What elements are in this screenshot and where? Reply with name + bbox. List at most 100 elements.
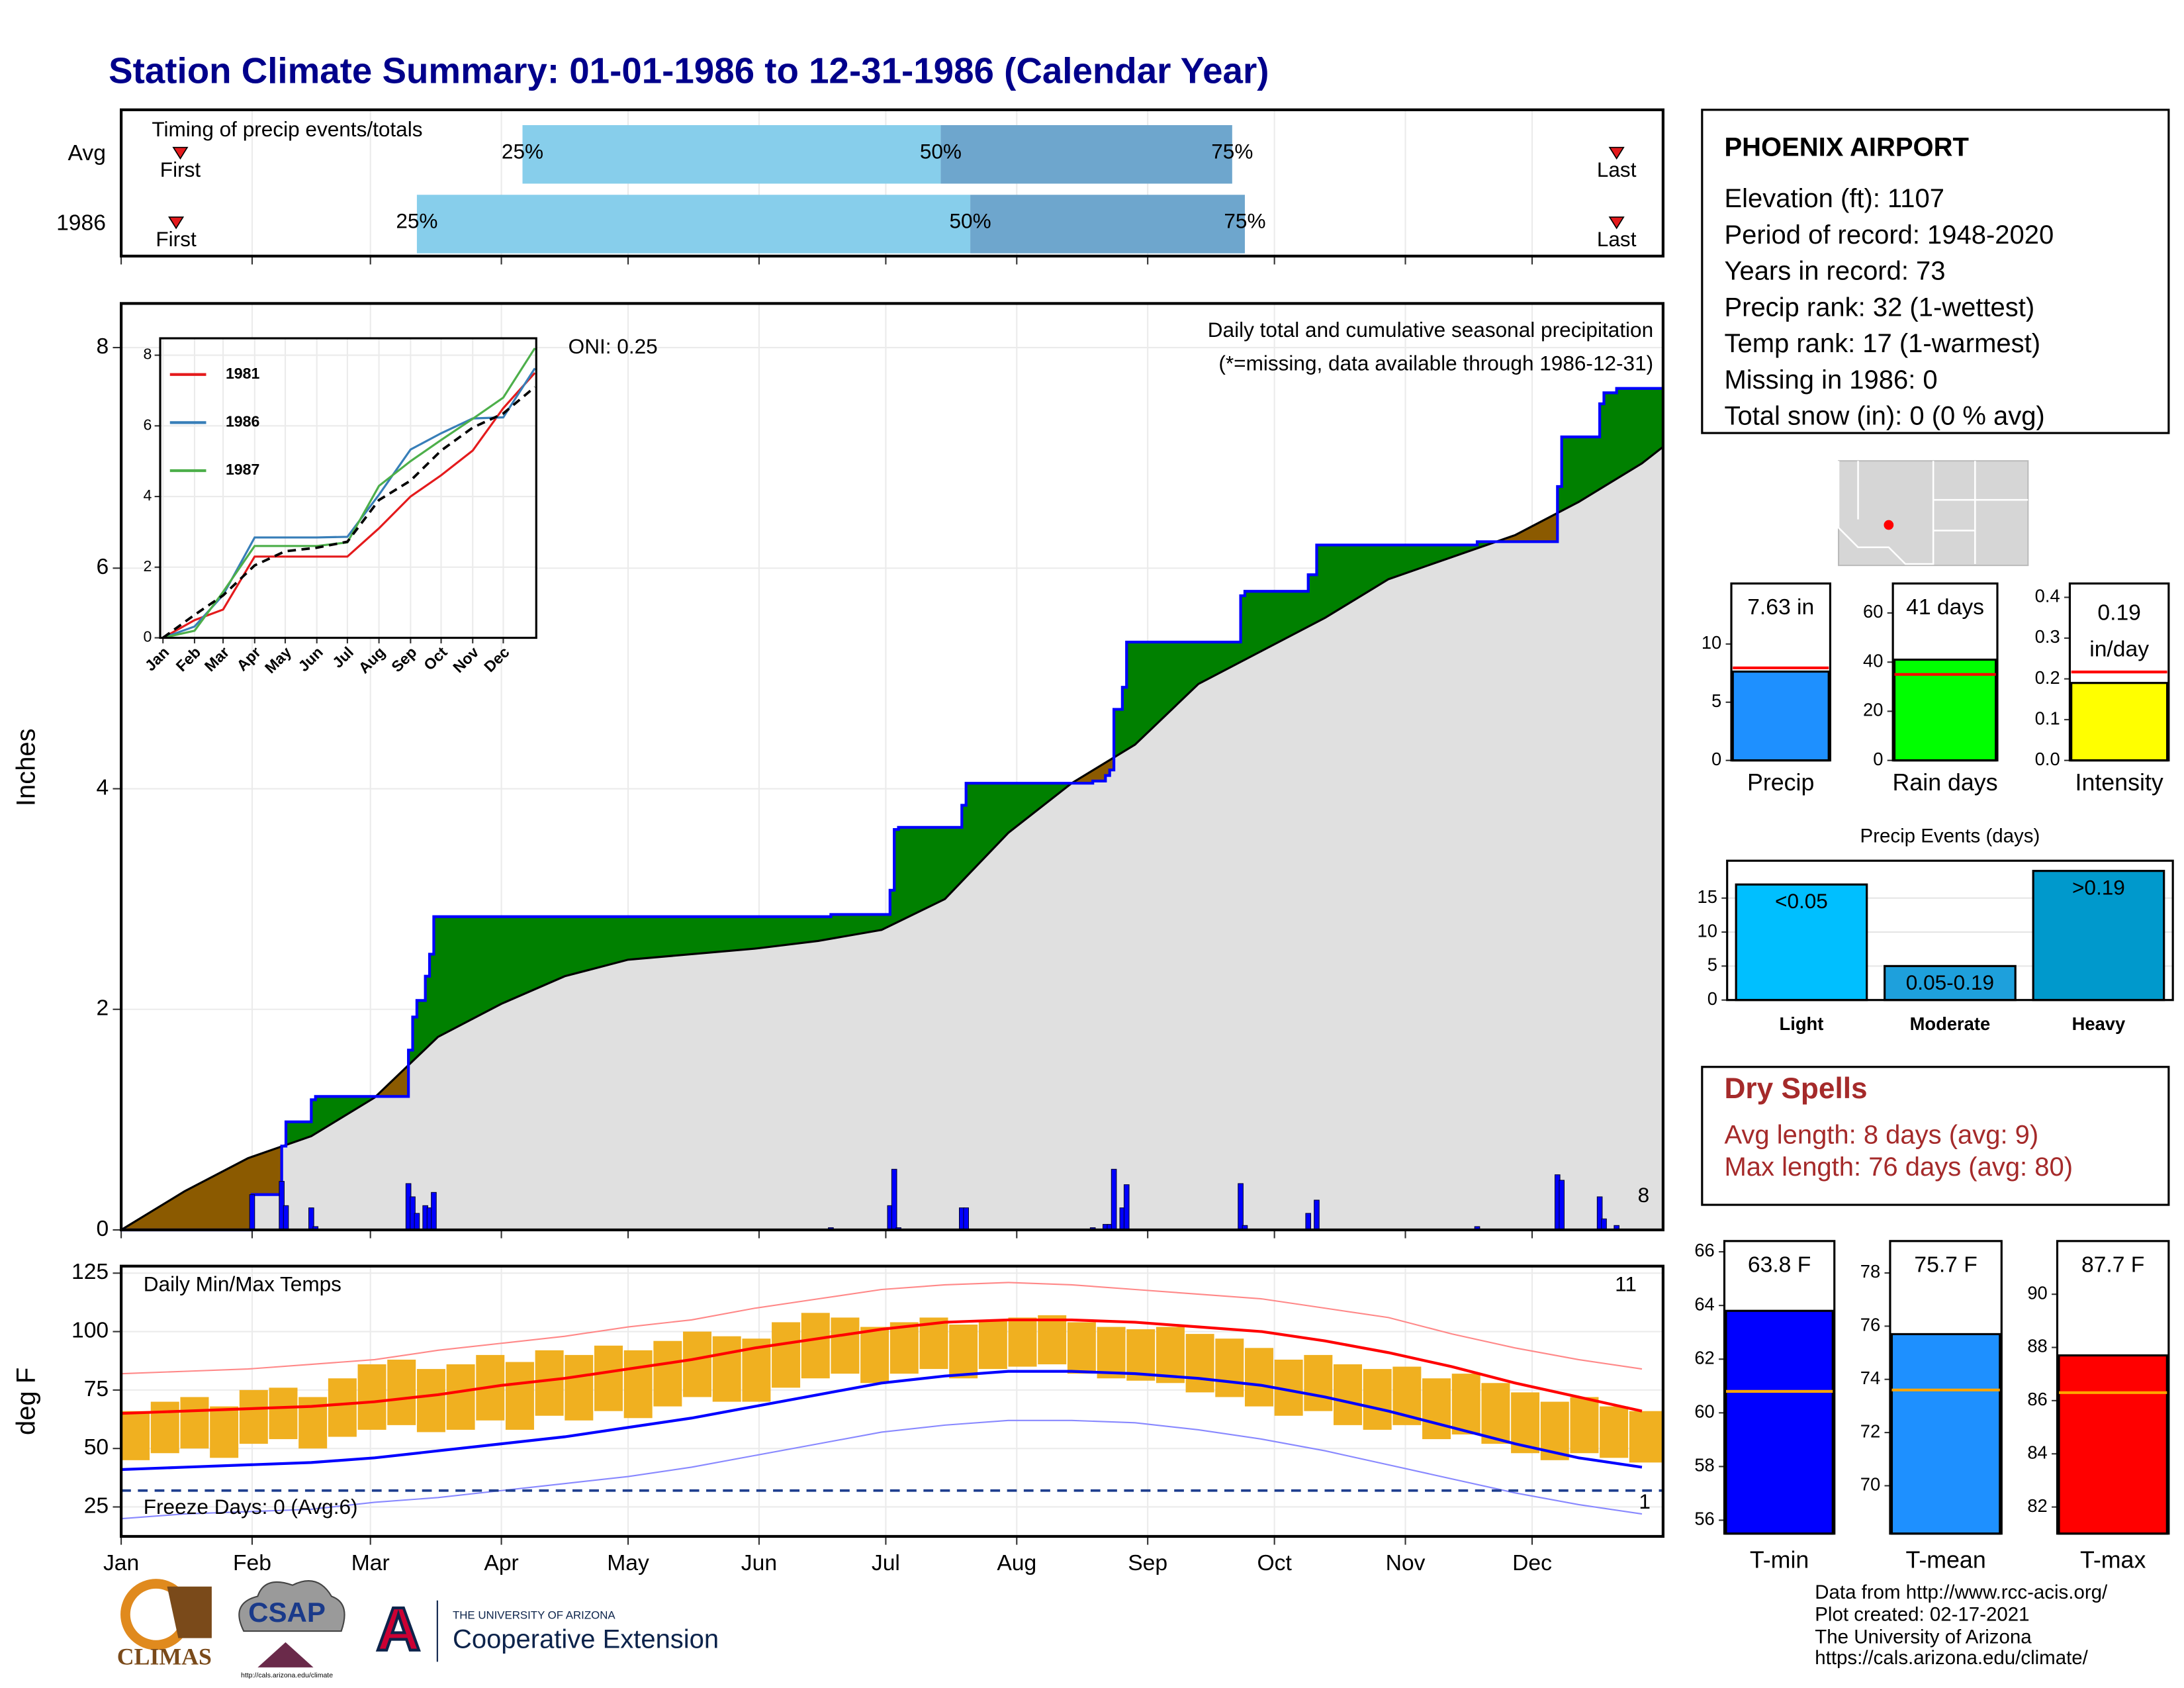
y-tick-label: 86 xyxy=(2027,1389,2047,1409)
panel-frame xyxy=(119,1264,1664,1538)
series-line xyxy=(162,372,536,639)
temperature-bar xyxy=(1008,1317,1037,1367)
avg-high-line xyxy=(121,1318,1643,1415)
timing-bar xyxy=(522,125,941,184)
x-tick-label: Feb xyxy=(173,643,204,675)
y-tick-label: 25 xyxy=(84,1493,109,1518)
state-borders xyxy=(1837,461,2028,565)
x-tick-label: Sep xyxy=(388,643,420,675)
x-tick-label: Mar xyxy=(351,1551,390,1575)
x-tick-label: Jan xyxy=(103,1551,139,1575)
temperature-bar xyxy=(772,1322,801,1388)
temperature-bar xyxy=(1481,1383,1510,1444)
footer-line: Plot created: 02-17-2021 xyxy=(1815,1604,2029,1626)
y-tick-label: 70 xyxy=(1860,1474,1880,1495)
daily-bar xyxy=(1601,1218,1607,1231)
y-tick-label: 0 xyxy=(96,1217,109,1241)
annotation: ONI: 0.25 xyxy=(569,334,658,358)
bar xyxy=(1725,1309,1834,1535)
station-line: Years in record: 73 xyxy=(1724,257,1945,286)
x-tick-label: May xyxy=(607,1551,649,1575)
temperature-bar xyxy=(1215,1338,1244,1397)
record-low-line xyxy=(121,1419,1643,1520)
category-label: Heavy xyxy=(2072,1013,2126,1034)
x-tick-label: Dec xyxy=(480,643,512,675)
avg-low-line xyxy=(121,1370,1643,1472)
extension-name: Cooperative Extension xyxy=(453,1624,719,1654)
temperature-bar xyxy=(1570,1397,1599,1454)
temperature-bar xyxy=(1304,1354,1333,1411)
temperature-bar xyxy=(1126,1329,1156,1381)
daily-bar xyxy=(414,1213,420,1231)
x-tick-label: Mar xyxy=(201,643,232,675)
plot-frame xyxy=(1889,1240,2003,1535)
panel-title: Daily Min/Max Temps xyxy=(144,1272,341,1295)
x-tick-label: Jan xyxy=(142,643,173,675)
average-line xyxy=(162,386,536,639)
temperature-bar xyxy=(594,1345,623,1411)
y-tick-label: 0.0 xyxy=(2035,749,2060,769)
plot-frame xyxy=(1726,859,2174,1002)
panel-frame xyxy=(119,108,1664,258)
y-tick-label: 0 xyxy=(1711,749,1721,769)
value-label: 87.7 F xyxy=(2081,1253,2144,1278)
temperature-bar xyxy=(1097,1327,1126,1379)
temperature-bar xyxy=(328,1378,357,1437)
temperature-bar xyxy=(801,1313,830,1379)
x-tick-label: Oct xyxy=(420,643,451,674)
y-tick-label: 0 xyxy=(144,628,152,645)
event-marker xyxy=(1608,216,1625,230)
temperature-bar xyxy=(889,1322,919,1374)
threshold-label: 0.05-0.19 xyxy=(1906,970,1994,994)
daily-bar xyxy=(249,1194,255,1231)
temperature-bar xyxy=(446,1364,475,1430)
y-tick-label: 10 xyxy=(1698,920,1717,941)
temperature-bar xyxy=(1067,1322,1096,1374)
event-marker xyxy=(168,216,185,230)
timing-bar xyxy=(416,195,971,254)
y-tick-label: 60 xyxy=(1863,601,1883,622)
value-label: 41 days xyxy=(1906,595,1984,620)
daily-bar xyxy=(1305,1213,1312,1231)
y-tick-label: 15 xyxy=(1698,886,1717,907)
panel-subtitle: (*=missing, data available through 1986-… xyxy=(1218,351,1653,375)
category-label: Precip xyxy=(1747,769,1814,796)
temperature-bar xyxy=(623,1350,653,1419)
temperature-bar xyxy=(919,1317,948,1370)
inset-background xyxy=(160,338,537,638)
temperature-bar xyxy=(1600,1406,1629,1458)
y-tick-label: 125 xyxy=(71,1260,109,1284)
y-tick-label: 62 xyxy=(1694,1347,1714,1368)
bar xyxy=(2032,870,2165,1002)
x-tick-label: Aug xyxy=(997,1551,1036,1575)
temperature-bar xyxy=(357,1364,387,1430)
y-tick-label: 75 xyxy=(84,1377,109,1401)
unit-label: in/day xyxy=(2089,637,2149,661)
y-tick-label: 0.4 xyxy=(2035,586,2060,606)
y-tick-label: 5 xyxy=(1707,955,1717,975)
temperature-bar xyxy=(269,1387,298,1440)
temperature-bar xyxy=(860,1327,889,1383)
temperature-bar xyxy=(565,1354,594,1421)
csap-mountain xyxy=(257,1642,314,1667)
value-label: 0.19 xyxy=(2097,601,2141,626)
percent-label: 50% xyxy=(950,209,991,233)
daily-bar xyxy=(1238,1183,1244,1231)
bar xyxy=(1884,964,2017,1002)
temperature-bar xyxy=(150,1401,179,1454)
temperature-bar xyxy=(1244,1348,1273,1407)
bar xyxy=(2070,682,2169,762)
x-tick-label: Oct xyxy=(1257,1551,1292,1575)
y-tick-label: 2 xyxy=(144,557,152,575)
y-tick-label: 0 xyxy=(1873,749,1883,769)
daily-bar xyxy=(1123,1184,1130,1231)
csap-cloud xyxy=(238,1580,345,1632)
x-tick-label: Dec xyxy=(1512,1551,1552,1575)
temperature-bar xyxy=(653,1340,682,1407)
dry-spells-line: Avg length: 8 days (avg: 9) xyxy=(1724,1121,2038,1150)
y-tick-label: 8 xyxy=(96,334,109,359)
temperature-bar xyxy=(831,1317,860,1374)
station-line: Total snow (in): 0 (0 % avg) xyxy=(1724,402,2044,431)
value-label: 75.7 F xyxy=(1914,1253,1977,1278)
